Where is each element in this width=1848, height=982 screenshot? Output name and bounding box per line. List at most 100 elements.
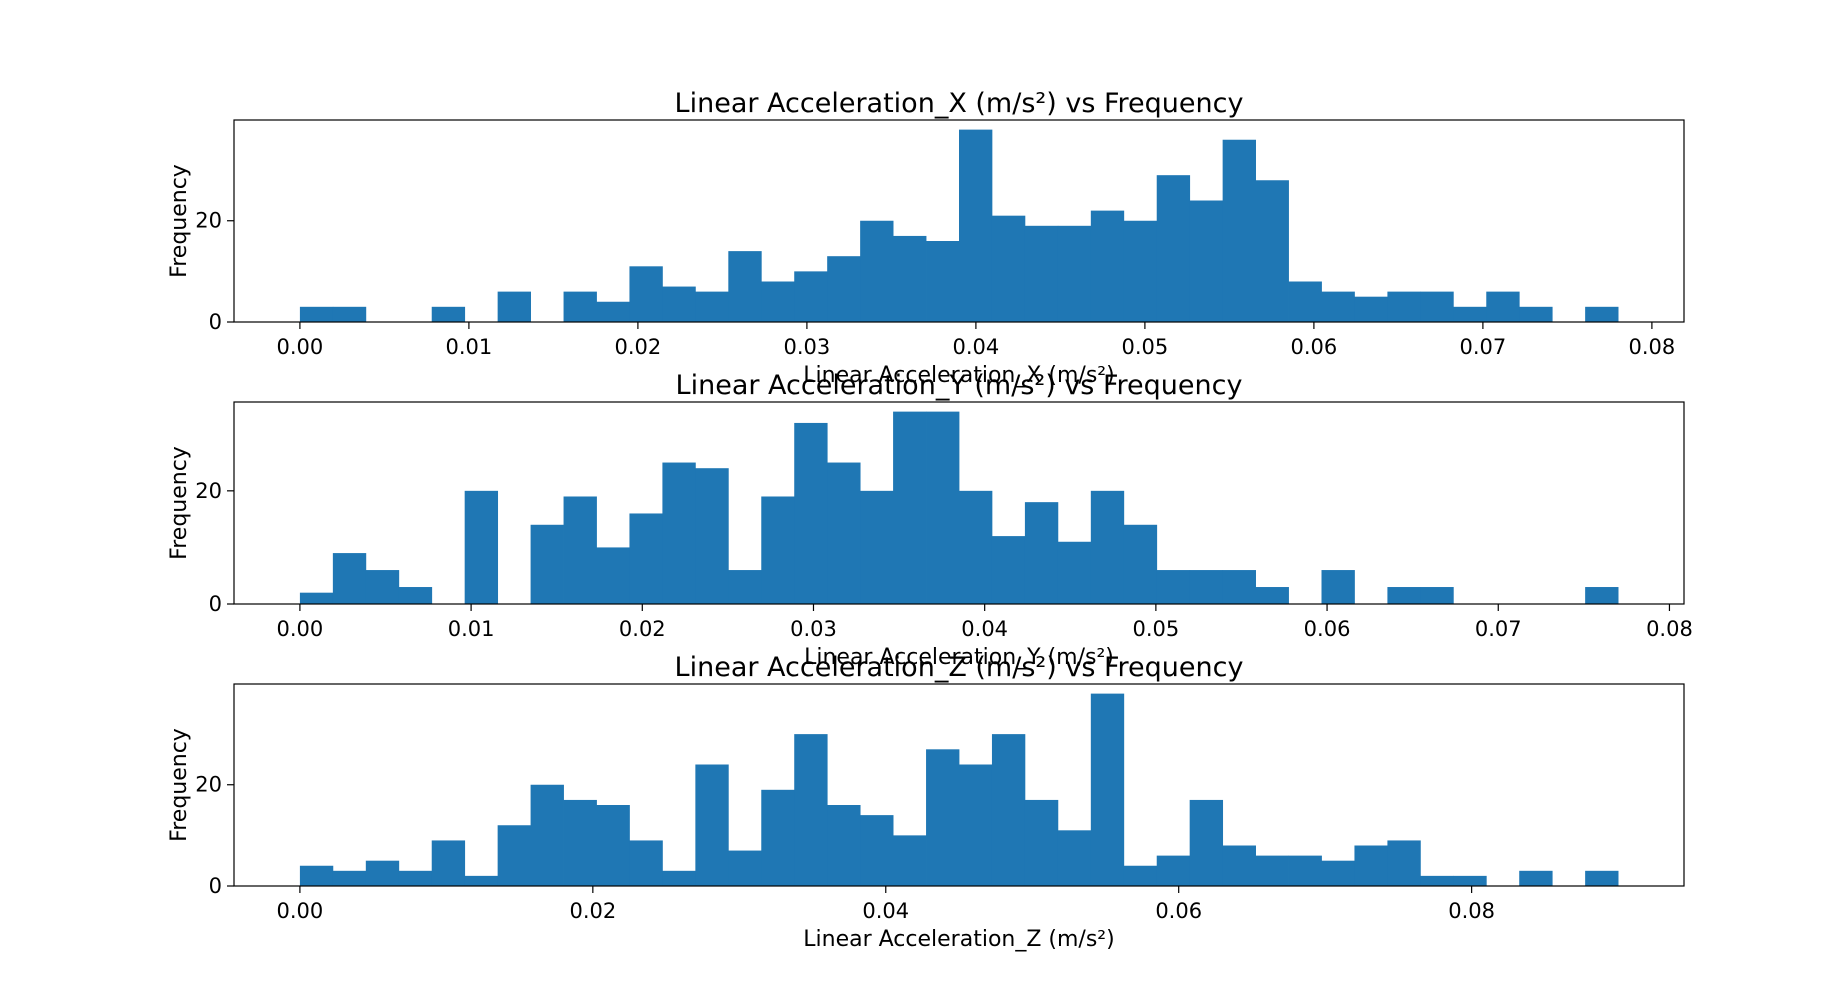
x-tick-label: 0.06 <box>1155 899 1202 923</box>
x-axis-label-y: Linear Acceleration_Y (m/s²) <box>804 645 1114 670</box>
histogram-bar <box>563 496 597 604</box>
histogram-bar <box>629 266 663 322</box>
x-tick-label: 0.04 <box>862 899 909 923</box>
x-tick-label: 0.03 <box>784 335 831 359</box>
histogram-bar <box>1123 865 1158 886</box>
subplot-x: 0.00 0.01 0.02 0.03 0.04 0.05 0.06 0.07 0.08 0 20 L… <box>167 88 1685 388</box>
histogram-bar <box>761 281 795 322</box>
x-tick-label: 0.00 <box>277 899 324 923</box>
histogram-bar <box>827 256 861 322</box>
histogram-bar <box>530 524 564 604</box>
histogram-bar <box>959 764 993 886</box>
x-tick-label: 0.04 <box>953 335 1000 359</box>
histogram-bar <box>761 496 795 604</box>
x-tick-label: 0.00 <box>277 617 324 641</box>
histogram-bar <box>431 840 466 886</box>
x-tick-label: 0.07 <box>1475 617 1522 641</box>
histogram-bar <box>662 462 696 604</box>
histogram-bar <box>299 592 334 604</box>
histogram-bar <box>1057 225 1092 322</box>
axes-frame <box>233 401 1685 605</box>
x-tick-label: 0.02 <box>569 899 616 923</box>
histogram-bar <box>991 215 1026 322</box>
histogram-bar <box>761 789 795 886</box>
histogram-bar <box>1090 693 1125 886</box>
histogram-bar <box>629 840 663 886</box>
histogram-bar <box>365 860 400 886</box>
y-tick-label: 0 <box>209 874 222 898</box>
x-tick-label: 0.02 <box>619 617 666 641</box>
chart-title-x: Linear Acceleration_X (m/s²) vs Frequenc… <box>675 88 1244 119</box>
histogram-bar <box>629 513 663 604</box>
histogram-bar <box>1123 524 1158 604</box>
x-tick-label: 0.01 <box>448 617 495 641</box>
histogram-bar <box>1420 291 1454 322</box>
histogram-bar <box>563 799 597 886</box>
bars-z <box>299 693 1619 886</box>
histogram-bar <box>1189 570 1224 604</box>
histogram-bar <box>1090 490 1125 604</box>
histogram-bar <box>1354 296 1388 322</box>
histogram-bar <box>1156 570 1191 604</box>
histogram-bar <box>1354 845 1388 886</box>
bars-x <box>299 129 1619 322</box>
x-axis-label-z: Linear Acceleration_Z (m/s²) <box>803 927 1114 952</box>
x-tick-label: 0.08 <box>1629 335 1676 359</box>
histogram-bar <box>464 875 499 886</box>
x-tick-label: 0.02 <box>615 335 662 359</box>
histogram-bar <box>794 271 828 322</box>
histogram-bar <box>959 490 993 604</box>
histogram-bar <box>728 850 762 886</box>
histogram-bar <box>398 870 433 886</box>
histogram-bar <box>365 570 400 604</box>
subplot-z: 0.00 0.02 0.04 0.06 0.08 0 20 Linear Accelerati… <box>167 652 1685 952</box>
histogram-bar <box>1024 799 1059 886</box>
histogram-bar <box>299 306 334 322</box>
histogram-bar <box>926 749 960 886</box>
histogram-bar <box>1024 225 1059 322</box>
histogram-bar <box>596 301 630 322</box>
histogram-bar <box>1288 281 1322 322</box>
histogram-bar <box>1585 870 1619 886</box>
histogram-bar <box>497 291 531 322</box>
histogram-bar <box>926 241 960 322</box>
histogram-bar <box>299 865 334 886</box>
histogram-bar <box>1255 587 1289 604</box>
histogram-bar <box>1387 840 1421 886</box>
y-tick-label: 20 <box>195 209 222 233</box>
x-tick-label: 0.03 <box>790 617 837 641</box>
subplot-y: 0.00 0.01 0.02 0.03 0.04 0.05 0.06 0.07 0.08 0 20 L… <box>167 370 1693 670</box>
histogram-bar <box>662 870 696 886</box>
histogram-bar <box>563 291 597 322</box>
histogram-bar <box>926 411 960 604</box>
x-axis-label-x: Linear Acceleration_X (m/s²) <box>803 363 1114 388</box>
chart-title-y: Linear Acceleration_Y (m/s²) vs Frequenc… <box>676 370 1243 401</box>
x-tick-label: 0.05 <box>1122 335 1169 359</box>
histogram-bar <box>1255 180 1289 322</box>
histogram-bar <box>728 570 762 604</box>
histogram-bar <box>728 251 762 322</box>
histogram-bar <box>794 734 828 886</box>
histogram-bar <box>332 553 367 604</box>
histogram-bar <box>431 306 466 322</box>
histogram-bar <box>1222 570 1256 604</box>
histogram-bar <box>1321 291 1355 322</box>
histogram-bar <box>827 805 861 886</box>
histogram-bar <box>1519 870 1553 886</box>
histogram-bar <box>695 468 729 604</box>
histogram-bar <box>860 220 894 322</box>
histogram-bar <box>991 734 1026 886</box>
x-tick-label: 0.08 <box>1646 617 1693 641</box>
histogram-bar <box>860 490 894 604</box>
histogram-bar <box>596 805 630 886</box>
histogram-bar <box>1222 139 1256 322</box>
histogram-bar <box>1453 306 1487 322</box>
histogram-bar <box>464 490 499 604</box>
histogram-bar <box>1585 587 1619 604</box>
histogram-bar <box>497 825 531 886</box>
y-tick-label: 0 <box>209 592 222 616</box>
x-tick-label: 0.06 <box>1291 335 1338 359</box>
histogram-bar <box>1057 830 1092 886</box>
y-axis-label-z: Frequency <box>167 728 192 842</box>
